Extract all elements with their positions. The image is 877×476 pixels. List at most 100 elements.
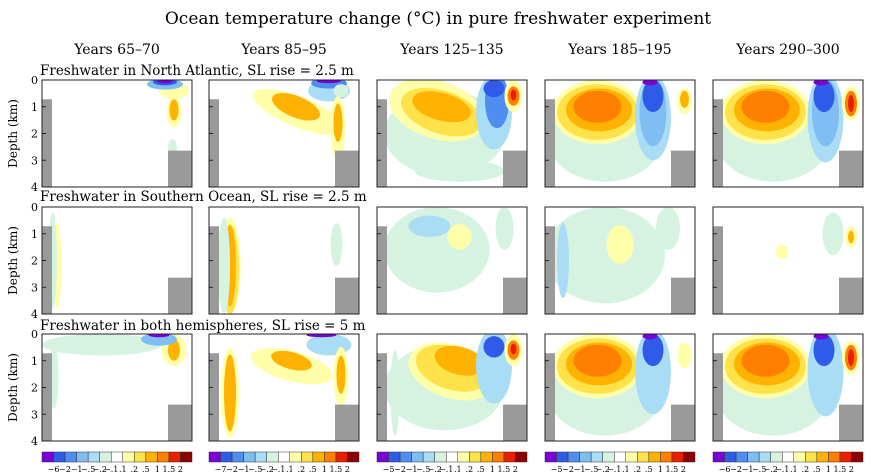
colorbar-tick-label: −.2 <box>93 465 107 474</box>
depth-axis-label: Depth (km) <box>6 226 20 295</box>
temperature-contour <box>813 80 829 86</box>
temperature-contour <box>606 225 634 264</box>
colorbar-tick-label: .1 <box>119 465 127 474</box>
colorbar-tick-label: 2 <box>849 465 854 474</box>
land-mask <box>671 150 695 187</box>
colorbar-tick-label: .1 <box>790 465 798 474</box>
temperature-contour <box>510 343 517 355</box>
colorbar-swatch <box>747 451 760 463</box>
colorbar-tick-label: −2 <box>59 465 71 474</box>
temperature-contour <box>336 355 346 394</box>
land-mask <box>545 353 555 441</box>
colorbar-swatch <box>724 451 737 463</box>
land-mask <box>545 99 555 187</box>
colorbar-swatch <box>503 451 516 463</box>
panel-r1-c3 <box>376 79 528 188</box>
land-mask <box>168 404 192 441</box>
colorbar-swatch <box>180 451 193 463</box>
colorbar-1: −6 −2 −1−.5−.2−.1.1.2 .5 1 1.5 2 <box>41 451 193 474</box>
colorbar-swatch <box>556 451 569 463</box>
colorbar-tick-label: 1 <box>826 465 831 474</box>
temperature-contour <box>408 215 451 237</box>
colorbar-swatch <box>671 451 684 463</box>
column-header-2: Years 85–95 <box>240 42 327 58</box>
row-label-1: Freshwater in North Atlantic, SL rise = … <box>40 63 354 79</box>
depth-tick-label: 1 <box>31 228 38 241</box>
depth-tick-label: 2 <box>31 255 38 268</box>
colorbar-swatch <box>480 451 493 463</box>
colorbar-swatch <box>312 451 325 463</box>
colorbar-tick-label: .5 <box>645 465 653 474</box>
temperature-contour <box>157 80 173 84</box>
panel-r1-c5 <box>712 79 864 188</box>
land-mask <box>713 353 723 441</box>
land-mask <box>335 404 359 441</box>
colorbar-swatch <box>781 451 795 463</box>
colorbar-tick-label: −.1 <box>775 465 789 474</box>
row-labels: Freshwater in North Atlantic, SL rise = … <box>40 63 367 334</box>
colorbar-tick-label: −1 <box>574 465 586 474</box>
colorbar-tick-label: −.2 <box>596 465 610 474</box>
colorbars: −6 −2 −1−.5−.2−.1.1.2.5 1 1.5 2 −7 −2 −1−.5−.2−.… <box>41 451 864 474</box>
column-header-1: Years 65–70 <box>73 42 160 58</box>
temperature-contour <box>218 217 230 314</box>
temperature-contour <box>390 350 400 436</box>
temperature-contour <box>168 339 180 361</box>
land-mask <box>545 226 555 314</box>
colorbar-swatch <box>99 451 112 463</box>
land-mask <box>671 404 695 441</box>
colorbar-tick-label: 1.5 <box>163 465 176 474</box>
panel-r1-c2 <box>208 79 360 188</box>
colorbar-tick-label: −2 <box>730 465 742 474</box>
land-mask <box>335 277 359 314</box>
land-mask <box>839 150 863 187</box>
colorbar-swatch <box>515 451 528 463</box>
colorbar-tick-label: .2 <box>633 465 641 474</box>
colorbar-3: −5 −2 −1−.5−.2−.1.1.2 .5 1 1.5 2 <box>376 451 528 474</box>
land-mask <box>42 99 52 187</box>
colorbar-swatch <box>828 451 841 463</box>
land-mask <box>839 404 863 441</box>
temperature-contour <box>813 334 829 340</box>
colorbar-tick-label: −.1 <box>439 465 453 474</box>
column-header-3: Years 125–135 <box>399 42 503 58</box>
temperature-contour <box>317 80 341 84</box>
colorbar-tick-label: 2 <box>178 465 183 474</box>
colorbar-tick-label: .2 <box>130 465 138 474</box>
colorbar-tick-label: −.2 <box>764 465 778 474</box>
temperature-contour <box>680 90 689 108</box>
colorbar-swatch <box>602 451 615 463</box>
colorbar-swatch <box>735 451 748 463</box>
colorbar-tick-label: −6 <box>719 465 731 474</box>
depth-tick-label: 4 <box>31 435 38 448</box>
temperature-contour <box>434 345 485 376</box>
colorbar-tick-label: −2 <box>226 465 238 474</box>
temperature-contour <box>813 80 835 113</box>
land-mask <box>377 99 387 187</box>
colorbar-tick-label: 1.5 <box>330 465 343 474</box>
row-label-3: Freshwater in both hemispheres, SL rise … <box>40 318 366 334</box>
colorbar-tick-label: −2 <box>562 465 574 474</box>
temperature-contour <box>776 244 788 260</box>
colorbar-swatch <box>254 451 267 463</box>
panel-r3-c3 <box>376 333 528 442</box>
depth-axis-label: Depth (km) <box>6 353 20 422</box>
colorbar-swatch <box>324 451 337 463</box>
land-mask <box>671 277 695 314</box>
temperature-contour <box>642 334 664 367</box>
land-mask <box>377 226 387 314</box>
temperature-contour <box>333 84 349 98</box>
colorbar-tick-label: 1 <box>490 465 495 474</box>
temperature-contour <box>848 348 854 367</box>
colorbar-tick-label: .5 <box>477 465 485 474</box>
colorbar-tick-label: −1 <box>742 465 754 474</box>
colorbar-swatch <box>805 451 818 463</box>
colorbar-swatch <box>683 451 696 463</box>
colorbar-swatch <box>243 451 256 463</box>
depth-tick-label: 3 <box>31 154 38 167</box>
colorbar-4: −5 −2 −1−.5−.2−.1.1.2 .5 1 1.5 2 <box>544 451 696 474</box>
temperature-contour <box>557 223 569 298</box>
column-header-5: Years 290–300 <box>735 42 839 58</box>
land-mask <box>209 99 219 187</box>
colorbar-tick-label: −.5 <box>584 465 598 474</box>
